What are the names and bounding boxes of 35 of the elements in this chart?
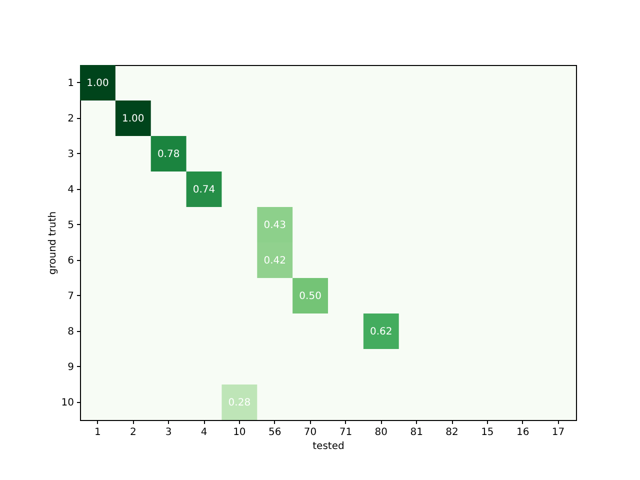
data-label: 0.42: [264, 255, 286, 266]
y-tick-label: 2: [68, 113, 74, 124]
x-tick-label: 71: [339, 427, 352, 438]
x-tick-label: 4: [200, 427, 208, 438]
data-label: 0.74: [192, 184, 216, 196]
y-tick-label: 8: [68, 326, 74, 338]
data-label: 0.62: [370, 326, 392, 338]
x-tick-label: 2: [130, 427, 136, 438]
x-axis-title: tested: [312, 441, 344, 452]
x-tick-label: 16: [516, 427, 530, 438]
data-label: 1.00: [122, 113, 144, 124]
y-tick-label: 6: [68, 255, 74, 266]
x-tick-label: 3: [165, 427, 172, 438]
y-tick-label: 3: [68, 148, 74, 160]
x-tick-label: 15: [481, 427, 494, 438]
y-tick-label: 7: [68, 290, 74, 302]
x-tick-label: 17: [552, 427, 565, 438]
data-label: 0.43: [264, 220, 286, 231]
data-label: 0.78: [157, 148, 180, 160]
x-tick-label: 70: [304, 427, 317, 438]
y-tick-label: 10: [61, 397, 74, 408]
y-axis-title: ground truth: [47, 211, 58, 275]
x-tick-label: 80: [374, 427, 388, 438]
x-tick-label: 82: [446, 427, 458, 438]
y-tick-label: 1: [68, 78, 74, 89]
y-tick-label: 9: [68, 362, 74, 373]
y-tick-label: 5: [68, 220, 74, 231]
x-tick-label: 1: [94, 427, 101, 438]
x-tick-label: 81: [410, 427, 423, 438]
data-label: 0.28: [228, 397, 251, 408]
x-tick-label: 10: [233, 427, 246, 438]
x-tick-label: 56: [268, 427, 282, 438]
data-label: 1.00: [86, 78, 109, 89]
y-tick-label: 4: [68, 184, 74, 196]
data-label: 0.50: [299, 290, 322, 302]
